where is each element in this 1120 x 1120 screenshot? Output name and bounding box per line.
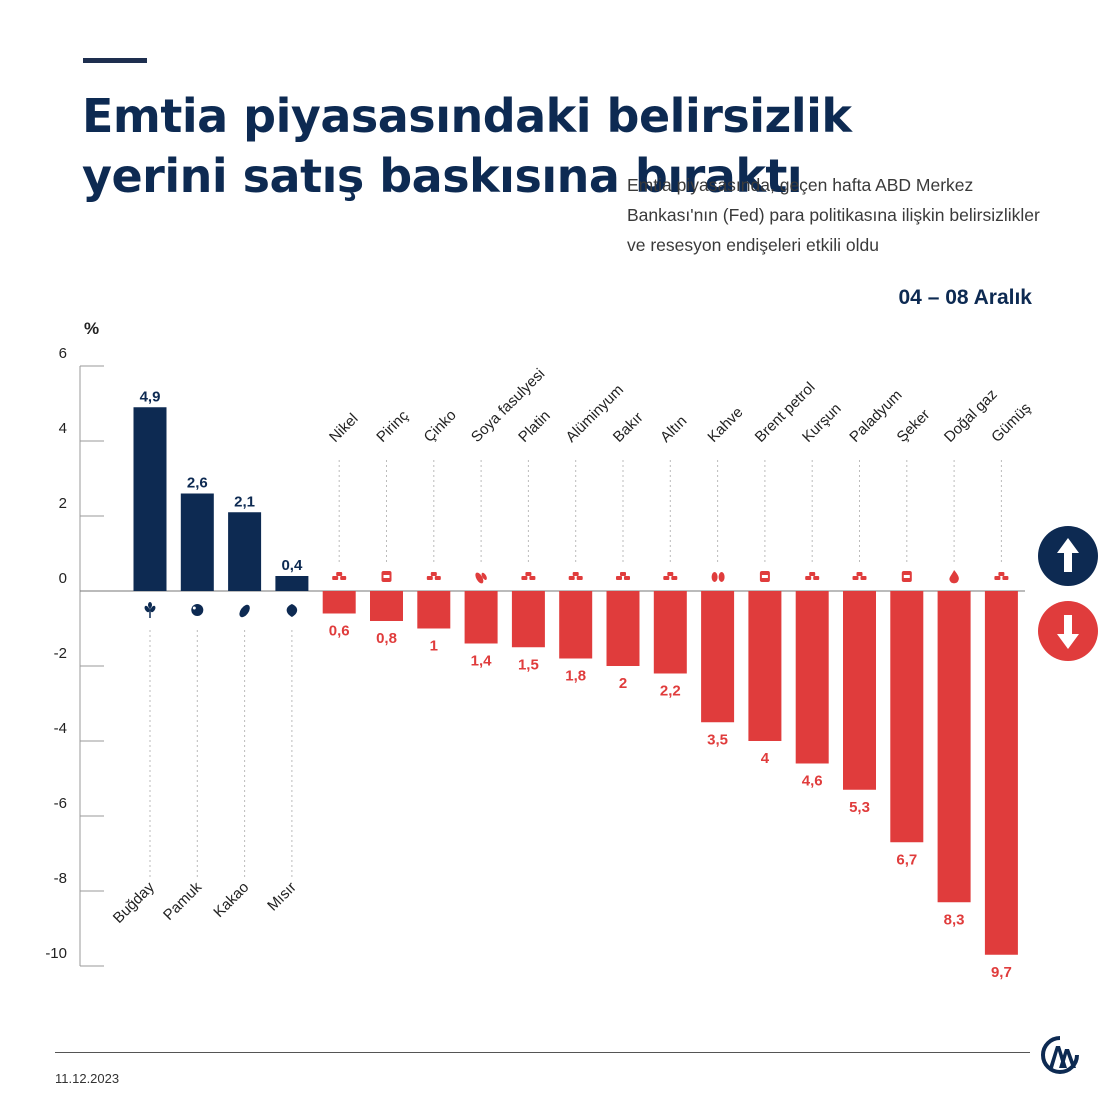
aa-logo-icon [1041,1036,1079,1074]
y-tick-label: 2 [59,495,67,512]
data-label: 5,3 [849,799,870,816]
page-title: Emtia piyasasındaki belirsizlik yerini s… [82,89,852,203]
cotton-icon [191,604,204,616]
flame-icon [949,570,959,584]
bar [653,591,687,674]
data-label: 4,6 [802,773,823,790]
y-tick-label: 4 [59,420,67,437]
category-label: Kurşun [799,400,845,446]
data-label: 2,6 [187,475,208,492]
data-label: 0,8 [376,630,397,647]
wheat-icon [144,602,156,618]
data-label: 3,5 [707,731,728,748]
data-label: 9,7 [991,964,1012,981]
bar [606,591,640,666]
oil-barrel-icon [759,571,770,582]
y-tick-label: -10 [45,945,67,962]
data-label: 2,1 [234,493,255,510]
bar [795,591,829,764]
data-label: 2 [619,675,627,692]
category-label: Platin [515,407,554,446]
data-label: 4,9 [140,388,161,405]
corn-icon [286,604,298,617]
metal-bars-icon [568,572,583,580]
bar [133,407,167,591]
bar [890,591,924,843]
y-tick-label: -8 [54,870,67,887]
soybean-icon [475,572,487,584]
bar [511,591,545,648]
metal-bars-icon [426,572,441,580]
top-rule [83,58,147,63]
bar [275,576,309,591]
category-label: Pirinç [373,407,412,446]
coffee-beans-icon [711,572,725,582]
bar [322,591,356,614]
data-label: 1 [430,638,438,655]
bar [984,591,1018,955]
category-label: Gümüş [988,400,1034,446]
category-label: Kakao [210,879,252,921]
down-arrow-glyph [1057,615,1079,649]
bar [937,591,971,903]
bar [228,512,262,591]
metal-bars-icon [852,572,867,580]
metal-bars-icon [663,572,678,580]
bar [748,591,782,741]
bar [417,591,451,629]
bar [701,591,735,723]
data-label: 8,3 [944,911,965,928]
y-tick-label: 6 [59,345,67,362]
rice-sack-icon [381,571,392,582]
date-range: 04 – 08 Aralık [898,286,1033,309]
data-label: 0,4 [281,557,303,574]
bar [370,591,403,621]
data-label: 1,4 [471,653,493,670]
y-axis-unit: % [84,319,99,338]
category-label: Kahve [704,404,746,446]
data-label: 1,8 [565,668,586,685]
footer-date: 11.12.2023 [55,1071,120,1086]
y-tick-label: -2 [54,645,67,662]
data-label: 1,5 [518,656,539,673]
bar [843,591,876,790]
cocoa-icon [239,604,250,618]
metal-bars-icon [332,572,347,580]
category-label: Altın [657,413,690,446]
data-label: 2,2 [660,683,681,700]
data-label: 4 [761,750,770,767]
subtitle: Emtia piyasasında, geçen hafta ABD Merke… [627,175,1040,255]
y-tick-label: -6 [54,795,67,812]
data-label: 6,7 [896,851,917,868]
sugar-icon [901,571,912,582]
category-label: Şeker [894,406,934,446]
metal-bars-icon [616,572,630,580]
metal-bars-icon [994,572,1009,580]
up-arrow-glyph [1057,538,1079,572]
category-label: Bakır [610,409,647,446]
category-label: Buğday [110,878,158,926]
bar [464,591,498,644]
data-label: 0,6 [329,623,350,640]
category-label: Çinko [421,407,460,446]
bar [180,493,214,591]
bar [559,591,593,659]
category-label: Mısır [264,879,300,915]
category-label: Nikel [326,410,362,446]
footer-rule [55,1052,1030,1053]
y-tick-label: 0 [59,570,67,587]
metal-bars-icon [521,572,536,580]
category-label: Pamuk [160,878,205,923]
y-tick-label: -4 [54,720,67,737]
metal-bars-icon [805,572,820,580]
